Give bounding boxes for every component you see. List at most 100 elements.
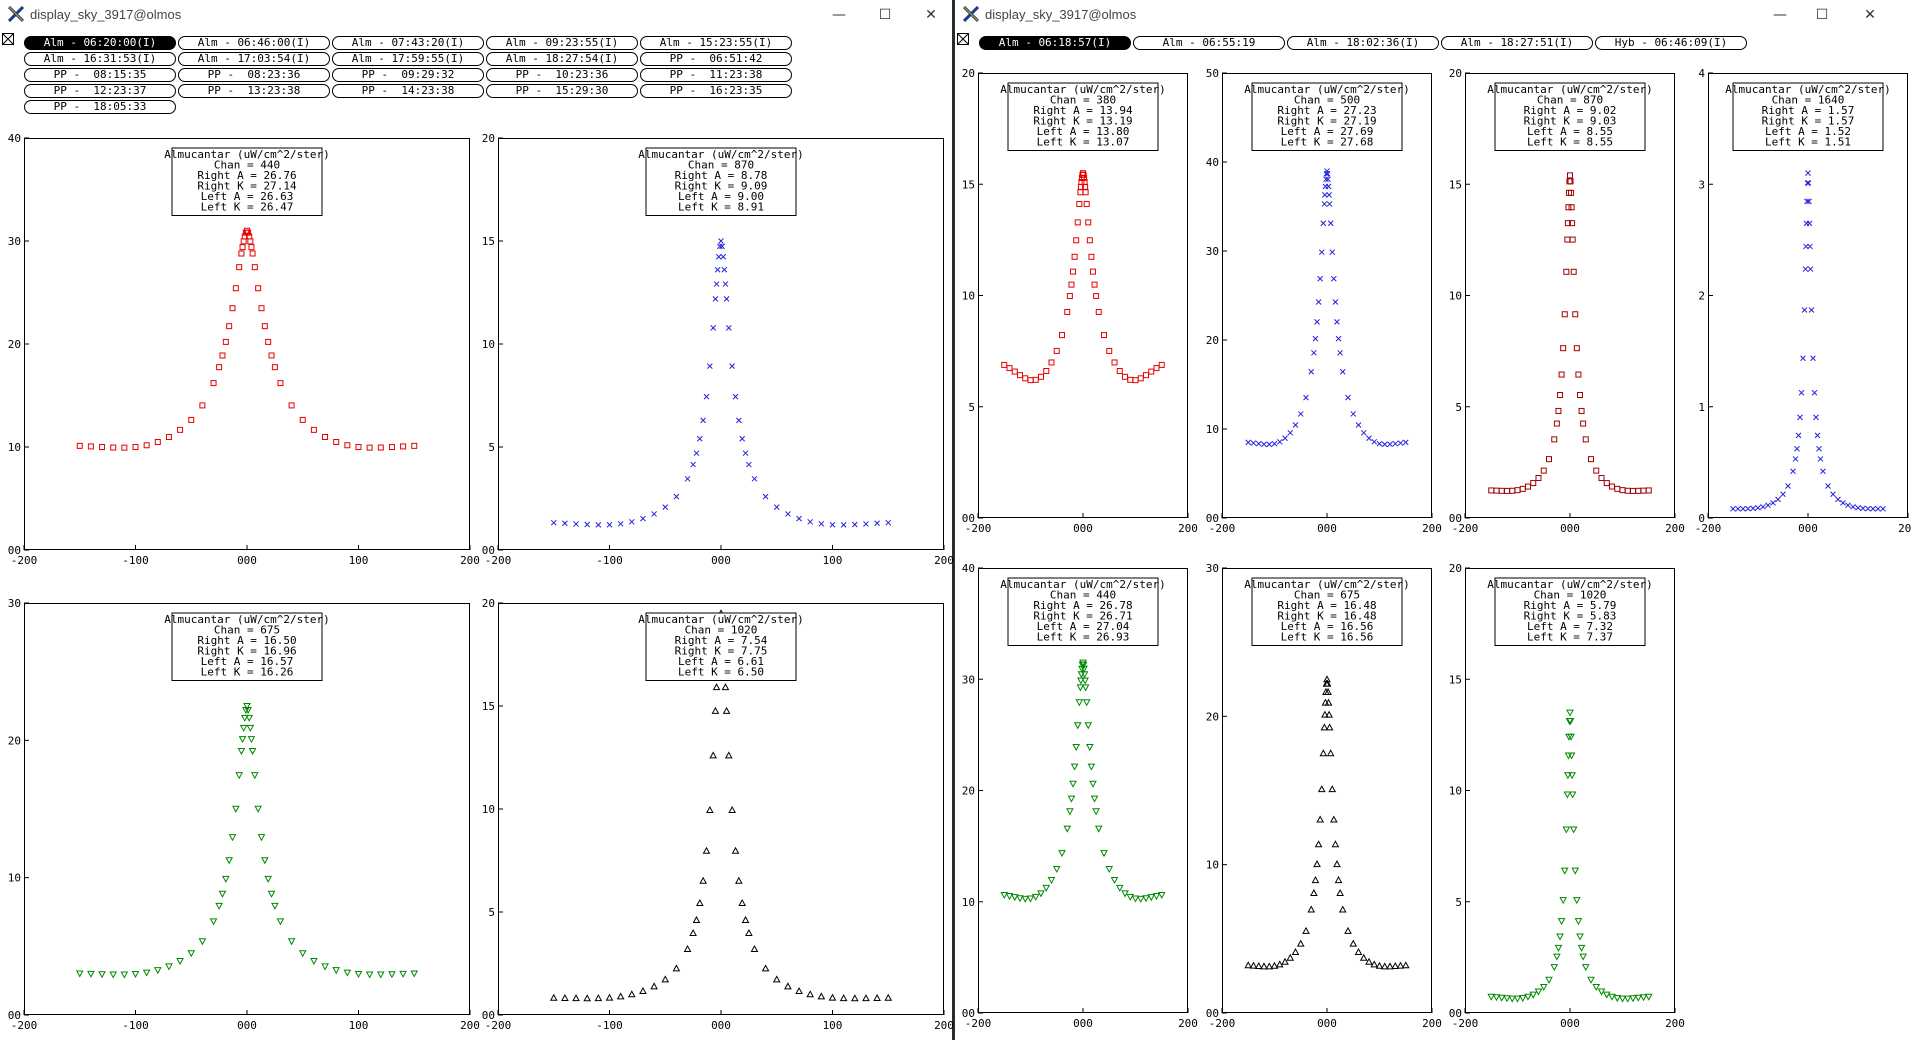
data-point bbox=[1327, 220, 1334, 227]
session-button[interactable]: Alm - 16:31:53(I) bbox=[24, 52, 176, 66]
session-button[interactable]: Alm - 06:18:57(I) bbox=[979, 36, 1131, 50]
data-point bbox=[1580, 420, 1587, 427]
y-tick-label: 00 bbox=[482, 1009, 495, 1022]
y-tick-label: 5 bbox=[488, 906, 495, 919]
session-button[interactable]: Alm - 17:03:54(I) bbox=[178, 52, 330, 66]
session-button[interactable]: Alm - 17:59:55(I) bbox=[332, 52, 484, 66]
session-button[interactable]: PP - 10:23:36 bbox=[486, 68, 638, 82]
data-point bbox=[1001, 361, 1008, 368]
data-point bbox=[719, 243, 725, 250]
y-tick-label: 1 bbox=[1698, 401, 1705, 414]
data-point bbox=[1401, 961, 1410, 969]
data-point bbox=[1535, 475, 1542, 482]
y-tick-label: 5 bbox=[1455, 896, 1462, 909]
session-button[interactable]: Alm - 18:02:36(I) bbox=[1287, 36, 1439, 50]
data-point bbox=[689, 928, 697, 937]
data-point bbox=[1320, 220, 1327, 227]
session-button[interactable]: PP - 06:51:42 bbox=[640, 52, 792, 66]
y-tick-label: 10 bbox=[962, 896, 975, 909]
data-point bbox=[1830, 491, 1836, 498]
y-tick-label: 00 bbox=[1449, 512, 1462, 525]
session-button[interactable]: Alm - 06:55:19 bbox=[1133, 36, 1285, 50]
session-button[interactable]: PP - 09:29:32 bbox=[332, 68, 484, 82]
data-point bbox=[277, 380, 284, 387]
minimize-icon[interactable]: — bbox=[1773, 7, 1787, 23]
data-point bbox=[711, 706, 720, 714]
data-point bbox=[1562, 826, 1571, 834]
session-button[interactable]: Alm - 06:20:00(I) bbox=[24, 36, 176, 50]
session-button[interactable]: PP - 13:23:38 bbox=[178, 84, 330, 98]
data-point bbox=[365, 971, 374, 979]
data-point bbox=[1371, 438, 1378, 445]
data-point bbox=[1553, 953, 1561, 961]
maximize-icon[interactable]: ☐ bbox=[1815, 7, 1829, 23]
session-button[interactable]: Alm - 06:46:00(I) bbox=[178, 36, 330, 50]
x-tick-label: 000 bbox=[1560, 1017, 1580, 1030]
session-button[interactable]: Alm - 07:43:20(I) bbox=[332, 36, 484, 50]
data-point bbox=[684, 475, 691, 482]
data-point bbox=[388, 971, 396, 979]
data-point bbox=[1089, 780, 1097, 788]
data-point bbox=[1608, 993, 1616, 1001]
session-button[interactable]: PP - 08:15:35 bbox=[24, 68, 176, 82]
close-icon[interactable]: ✕ bbox=[925, 7, 937, 23]
data-point bbox=[1850, 503, 1856, 510]
data-point bbox=[1131, 895, 1140, 903]
data-point bbox=[1355, 422, 1362, 428]
session-button[interactable]: PP - 16:23:35 bbox=[640, 84, 792, 98]
session-button[interactable]: PP - 18:05:33 bbox=[24, 100, 176, 114]
y-tick-label: 30 bbox=[8, 597, 21, 610]
minimize-icon[interactable]: — bbox=[832, 7, 846, 23]
data-point bbox=[377, 444, 384, 451]
data-point bbox=[874, 520, 880, 527]
data-point bbox=[1271, 440, 1278, 447]
session-button[interactable]: PP - 08:23:36 bbox=[178, 68, 330, 82]
almucantar-plot: 0 1 2 3 4 -200 000 200 Almucantar (uW/cm^2/ster)… bbox=[1695, 67, 1912, 535]
data-point bbox=[249, 250, 256, 257]
data-point bbox=[1366, 435, 1372, 442]
info-line: Left A = 27.69 bbox=[1281, 125, 1374, 138]
info-title: Almucantar (uW/cm^2/ster) bbox=[1725, 83, 1891, 96]
close-box-icon[interactable] bbox=[2, 33, 14, 45]
session-button[interactable]: PP - 12:23:37 bbox=[24, 84, 176, 98]
data-point bbox=[702, 846, 711, 854]
info-line: Chan = 440 bbox=[1050, 589, 1116, 602]
maximize-icon[interactable]: ☐ bbox=[878, 7, 892, 23]
info-line: Left K = 8.91 bbox=[678, 201, 764, 214]
session-button[interactable]: Hyb - 06:46:09(I) bbox=[1595, 36, 1747, 50]
data-point bbox=[399, 970, 407, 978]
data-point bbox=[236, 264, 243, 271]
session-button[interactable]: Alm - 18:27:51(I) bbox=[1441, 36, 1593, 50]
data-point bbox=[1576, 933, 1584, 941]
close-box-icon[interactable] bbox=[957, 33, 969, 45]
y-tick-label: 00 bbox=[1206, 1007, 1219, 1020]
data-point bbox=[703, 393, 710, 400]
data-point bbox=[1326, 749, 1335, 757]
data-point bbox=[255, 285, 262, 292]
session-button[interactable]: Alm - 15:23:55(I) bbox=[640, 36, 792, 50]
session-button[interactable]: Alm - 18:27:54(I) bbox=[486, 52, 638, 66]
data-point bbox=[1513, 995, 1522, 1003]
data-point bbox=[795, 986, 803, 995]
data-point bbox=[1006, 365, 1013, 372]
data-point bbox=[237, 748, 246, 756]
data-point bbox=[1334, 319, 1340, 325]
info-line: Left K = 26.93 bbox=[1037, 631, 1130, 644]
data-point bbox=[1365, 957, 1373, 965]
session-button[interactable]: PP - 11:23:38 bbox=[640, 68, 792, 82]
data-point bbox=[288, 402, 295, 409]
info-line: Left A = 8.55 bbox=[1527, 125, 1613, 138]
data-point bbox=[1572, 311, 1579, 318]
data-point bbox=[298, 950, 307, 958]
session-button[interactable]: PP - 15:29:30 bbox=[486, 84, 638, 98]
close-icon[interactable]: ✕ bbox=[1864, 7, 1876, 23]
data-point bbox=[1808, 307, 1815, 313]
left-titlebar[interactable]: display_sky_3917@olmos — ☐ ✕ bbox=[0, 0, 952, 30]
right-titlebar[interactable]: display_sky_3917@olmos — ☐ ✕ bbox=[955, 0, 1912, 30]
session-button[interactable]: PP - 14:23:38 bbox=[332, 84, 484, 98]
session-button[interactable]: Alm - 09:23:55(I) bbox=[486, 36, 638, 50]
almucantar-plot: 00 5 10 15 20 -200 000 200 Almucantar (uW/cm^2/s… bbox=[1449, 67, 1685, 535]
data-point bbox=[165, 433, 172, 440]
x-tick-label: -200 bbox=[485, 1019, 512, 1032]
data-point bbox=[628, 518, 635, 525]
